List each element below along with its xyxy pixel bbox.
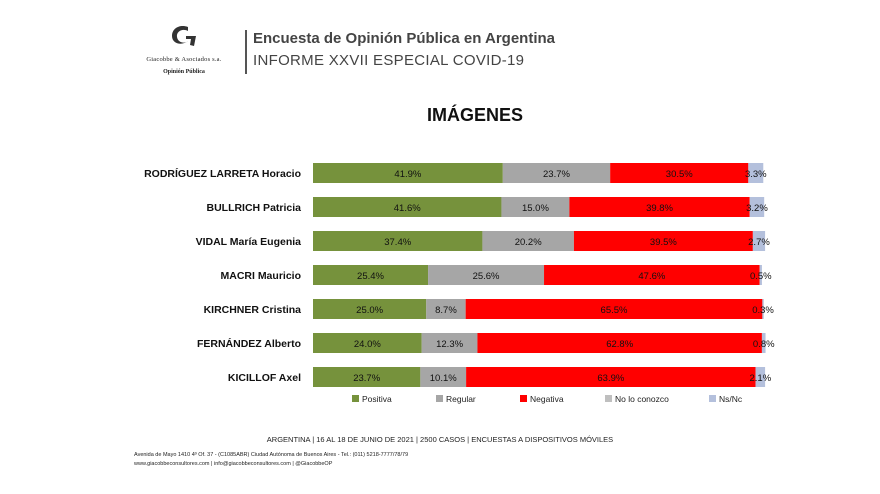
legend-label: No lo conozco bbox=[615, 394, 669, 404]
bar-segment bbox=[313, 299, 427, 319]
bar-segment bbox=[752, 231, 766, 251]
bar-segment bbox=[426, 299, 466, 319]
logo-subtitle: Opinión Pública bbox=[163, 69, 205, 75]
footer-address: Avenida de Mayo 1410 4º Of. 37 - (C1085A… bbox=[134, 452, 409, 458]
data-label: 37.4% bbox=[384, 237, 411, 248]
data-label: 3.3% bbox=[745, 169, 767, 180]
data-label: 25.4% bbox=[357, 271, 384, 282]
legend-label: Negativa bbox=[530, 394, 564, 404]
category-label: KICILLOF Axel bbox=[228, 372, 301, 384]
footer-contacts: www.giacobbeconsultores.com | info@giaco… bbox=[134, 461, 333, 467]
data-label: 23.7% bbox=[543, 169, 570, 180]
bar-segment bbox=[313, 231, 483, 251]
data-label: 8.7% bbox=[435, 305, 457, 316]
data-label: 24.0% bbox=[354, 339, 381, 350]
bar-segment bbox=[313, 163, 503, 183]
data-label: 10.1% bbox=[430, 373, 457, 384]
bar-segment bbox=[465, 299, 763, 319]
company-logo: Giacobbe & Asociados s.a. Opinión Públic… bbox=[134, 22, 234, 82]
bar-segment bbox=[755, 367, 766, 387]
bar-segment bbox=[482, 231, 574, 251]
category-label: KIRCHNER Cristina bbox=[204, 304, 302, 316]
bar-segment bbox=[420, 367, 467, 387]
data-label: 25.0% bbox=[356, 305, 383, 316]
bar-segment bbox=[748, 163, 764, 183]
legend-swatch bbox=[520, 395, 527, 402]
bar-segment bbox=[762, 299, 764, 319]
category-label: BULLRICH Patricia bbox=[206, 202, 301, 214]
header-divider bbox=[245, 30, 247, 74]
data-label: 63.9% bbox=[597, 373, 624, 384]
data-label: 3.2% bbox=[746, 203, 768, 214]
data-label: 15.0% bbox=[522, 203, 549, 214]
legend-swatch bbox=[605, 395, 612, 402]
bar-segment bbox=[313, 333, 422, 353]
data-label: 23.7% bbox=[353, 373, 380, 384]
data-label: 25.6% bbox=[473, 271, 500, 282]
data-label: 2.7% bbox=[748, 237, 770, 248]
data-label: 62.8% bbox=[606, 339, 633, 350]
legend-swatch bbox=[709, 395, 716, 402]
logo-brand: Giacobbe & Asociados s.a. bbox=[146, 56, 222, 63]
bar-segment bbox=[761, 333, 766, 353]
bar-segment bbox=[610, 163, 749, 183]
report-subtitle: INFORME XXVII ESPECIAL COVID-19 bbox=[253, 52, 525, 69]
data-label: 2.1% bbox=[750, 373, 772, 384]
bar-segment bbox=[313, 265, 429, 285]
data-label: 0.3% bbox=[752, 305, 774, 316]
data-label: 41.9% bbox=[394, 169, 421, 180]
data-label: 20.2% bbox=[515, 237, 542, 248]
category-label: FERNÁNDEZ Alberto bbox=[197, 337, 301, 350]
legend-label: Positiva bbox=[362, 394, 392, 404]
bar-segment bbox=[759, 265, 762, 285]
data-label: 0.8% bbox=[753, 339, 775, 350]
data-label: 12.3% bbox=[436, 339, 463, 350]
bar-segment bbox=[313, 197, 502, 217]
data-label: 65.5% bbox=[601, 305, 628, 316]
bar-segment bbox=[501, 197, 570, 217]
data-label: 39.5% bbox=[650, 237, 677, 248]
data-label: 47.6% bbox=[638, 271, 665, 282]
bar-segment bbox=[573, 231, 753, 251]
legend-swatch bbox=[352, 395, 359, 402]
data-label: 30.5% bbox=[666, 169, 693, 180]
bar-segment bbox=[544, 265, 760, 285]
bar-segment bbox=[313, 367, 421, 387]
bar-segment bbox=[749, 197, 765, 217]
legend-label: Regular bbox=[446, 394, 476, 404]
data-label: 39.8% bbox=[646, 203, 673, 214]
bar-segment bbox=[421, 333, 478, 353]
logo-mark-icon bbox=[172, 26, 196, 46]
bar-segment bbox=[466, 367, 756, 387]
bar-segment bbox=[477, 333, 762, 353]
category-label: RODRÍGUEZ LARRETA Horacio bbox=[144, 167, 301, 180]
bar-segment bbox=[428, 265, 545, 285]
bar-segment bbox=[502, 163, 611, 183]
data-label: 0.5% bbox=[750, 271, 772, 282]
survey-footer: ARGENTINA | 16 AL 18 DE JUNIO DE 2021 | … bbox=[266, 435, 614, 444]
category-label: VIDAL María Eugenia bbox=[196, 236, 302, 248]
chart-title: IMÁGENES bbox=[426, 105, 523, 125]
data-label: 41.6% bbox=[394, 203, 421, 214]
legend-swatch bbox=[436, 395, 443, 402]
bar-segment bbox=[569, 197, 750, 217]
category-label: MACRI Mauricio bbox=[220, 270, 301, 282]
legend-label: Ns/Nc bbox=[719, 394, 743, 404]
report-title: Encuesta de Opinión Pública en Argentina bbox=[253, 30, 555, 47]
